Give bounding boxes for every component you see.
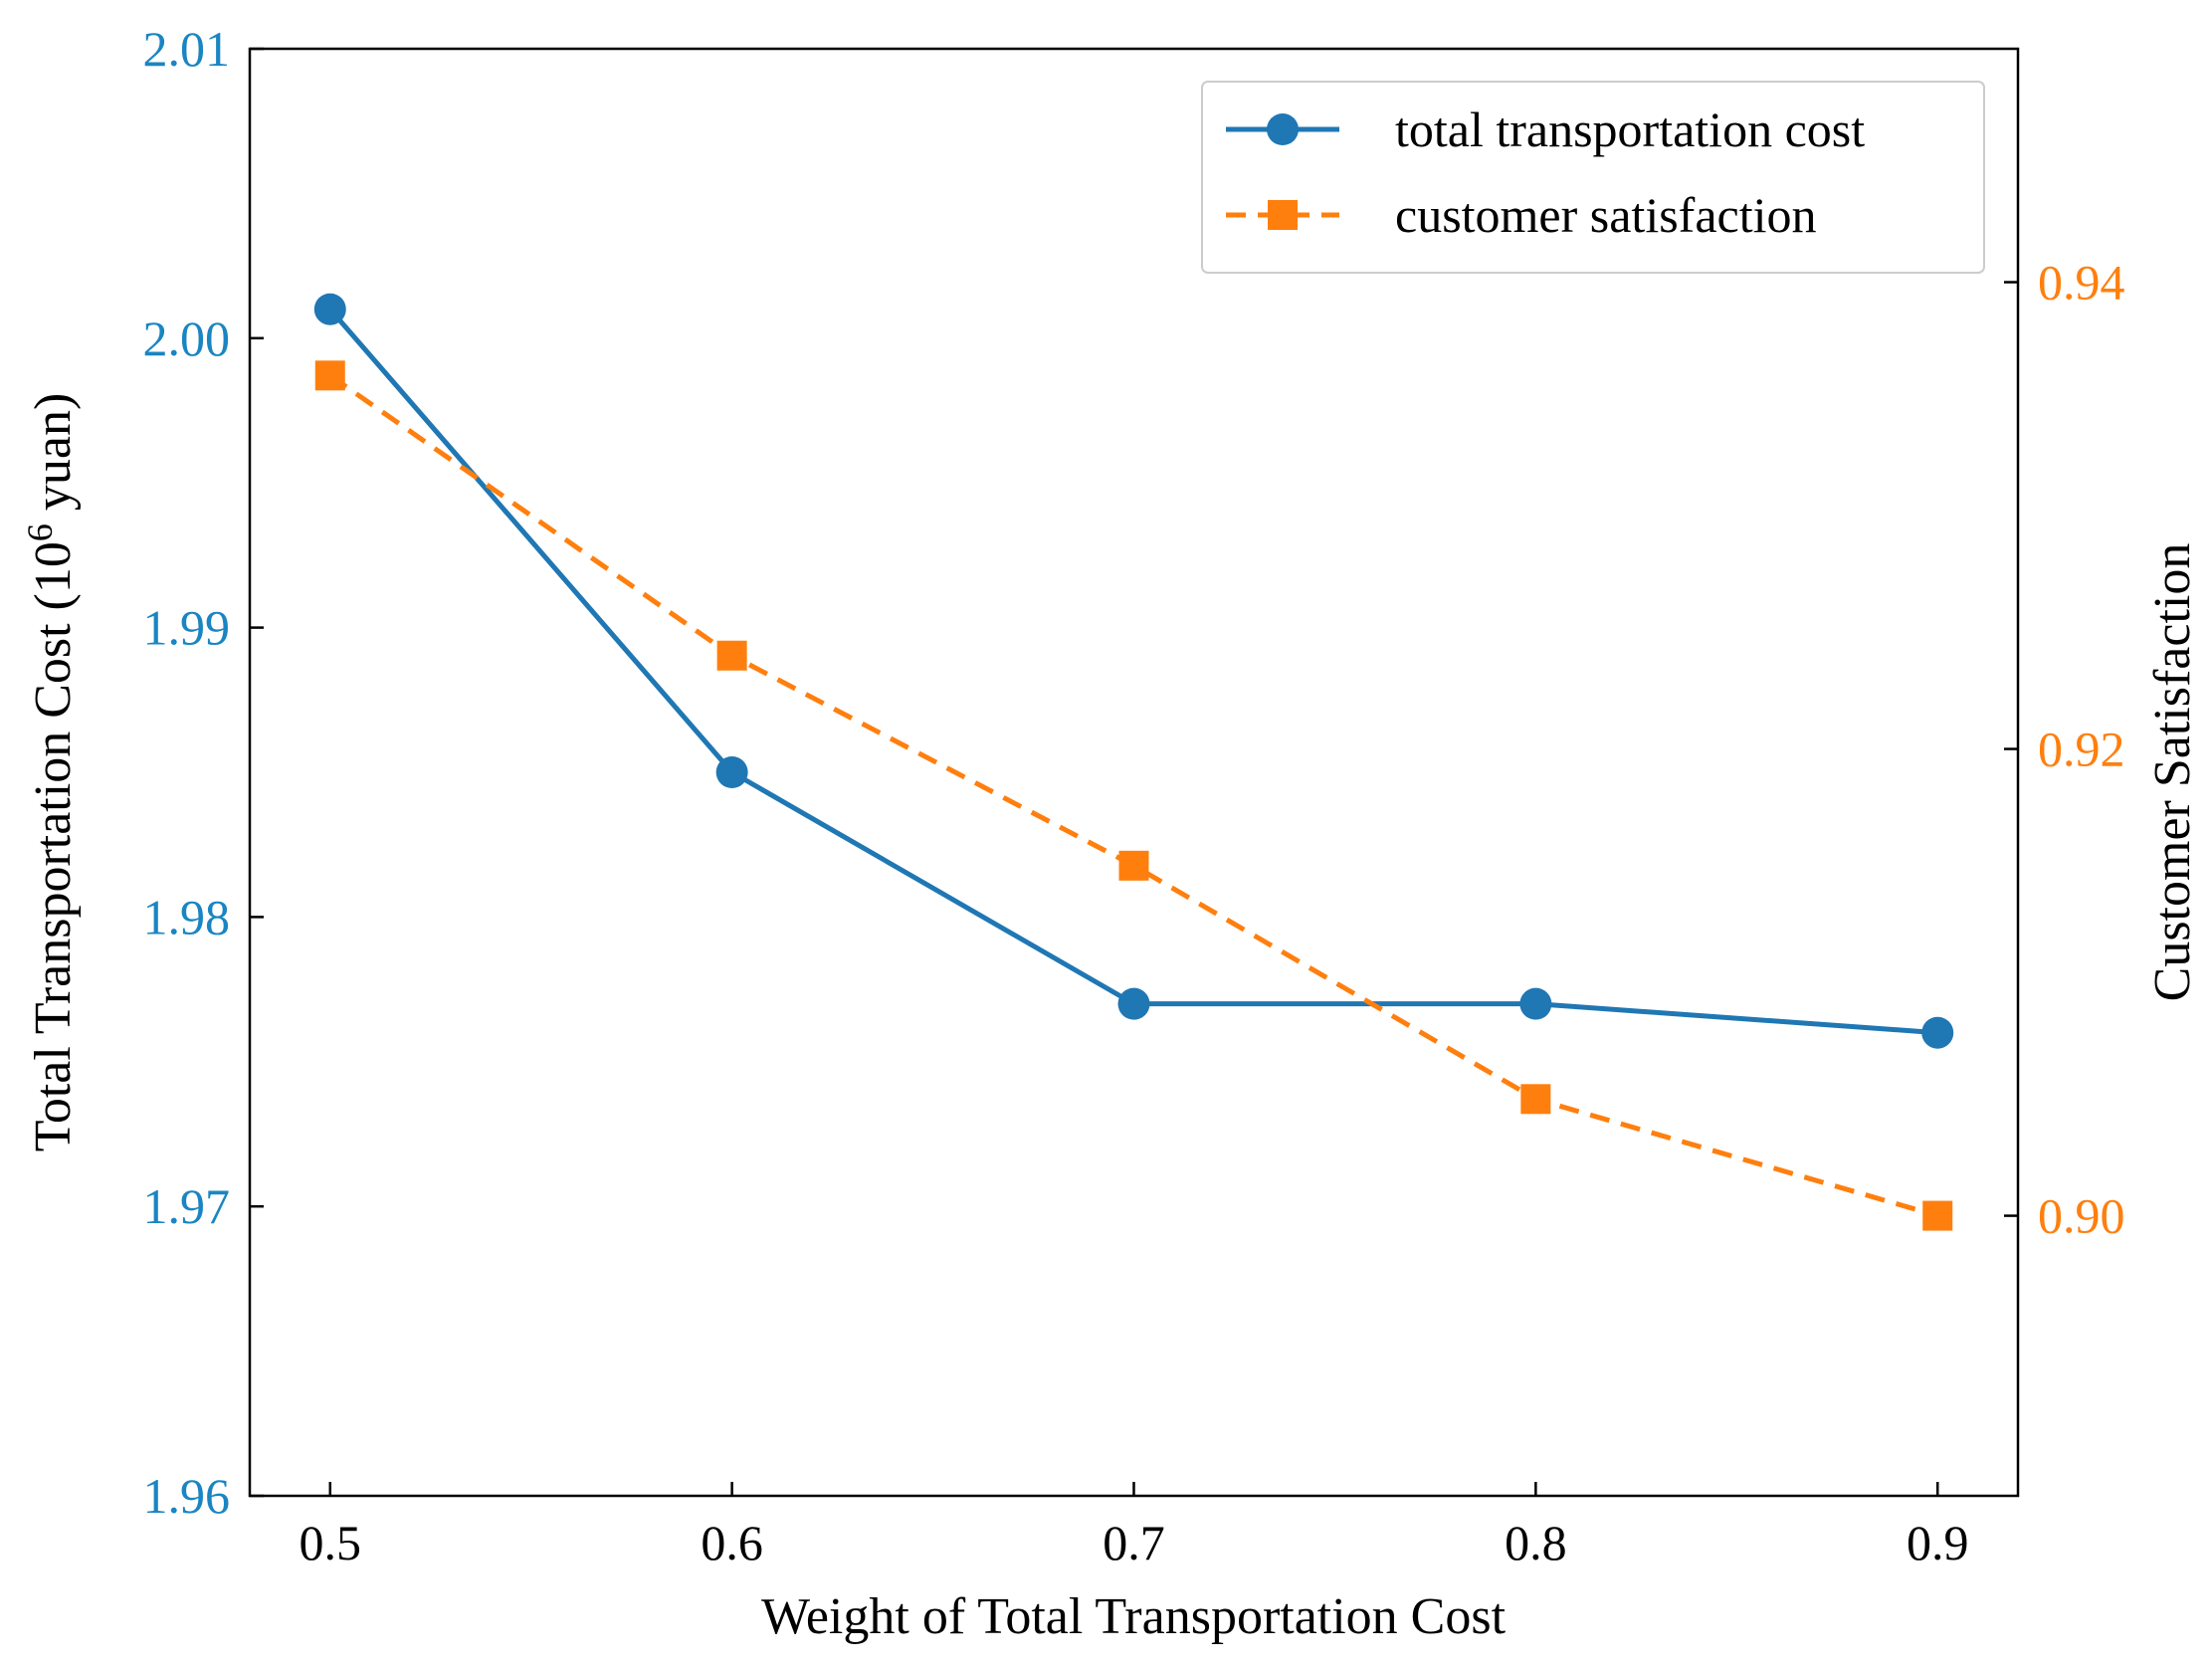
series-2-point	[1922, 1200, 1953, 1231]
y-tick-label-left: 2.00	[143, 311, 231, 366]
series-1-point	[1519, 987, 1552, 1020]
series-2-point	[1118, 850, 1149, 881]
y-tick-label-left: 1.98	[143, 889, 231, 944]
series-1-point	[313, 293, 346, 325]
y-axis-label-left-unit: yuan)	[25, 393, 82, 523]
series-1-point	[715, 756, 748, 788]
chart-marks	[313, 293, 1954, 1231]
y-ticks-right: 0.90 0.92 0.94	[2004, 255, 2125, 1244]
y-tick-label-right: 0.92	[2038, 722, 2125, 777]
y-tick-label-left: 1.97	[143, 1178, 231, 1234]
series-1-point	[1921, 1016, 1954, 1049]
y-axis-label-right: Customer Satisfaction	[2144, 543, 2201, 1002]
y-tick-label-left: 2.01	[143, 21, 231, 77]
x-tick-label: 0.8	[1505, 1515, 1567, 1570]
series-2-point	[1520, 1084, 1551, 1115]
x-axis-label: Weight of Total Transportation Cost	[761, 1588, 1507, 1645]
y-tick-label-right: 0.94	[2038, 255, 2125, 311]
y-tick-label-left: 1.96	[143, 1468, 231, 1524]
y-tick-label-right: 0.90	[2038, 1188, 2125, 1244]
legend-marker-2	[1268, 200, 1298, 230]
series-2-point	[716, 640, 747, 671]
y-ticks-left: 1.96 1.97 1.98 1.99 2.00 2.01	[143, 21, 264, 1524]
x-tick-label: 0.5	[300, 1515, 362, 1570]
legend-marker-1	[1267, 113, 1299, 145]
legend: total transportation cost customer satisf…	[1201, 81, 1985, 274]
series-line-1	[327, 308, 1938, 1036]
y-axis-label-left: Total Transportation Cost (106 yuan)	[20, 393, 82, 1152]
x-tick-label: 0.7	[1103, 1515, 1165, 1570]
legend-frame	[1201, 81, 1985, 274]
series-2-point	[314, 360, 345, 391]
y-axis-label-left-exponent: 6	[20, 523, 60, 541]
x-tick-label: 0.6	[701, 1515, 763, 1570]
x-ticks: 0.5 0.6 0.7 0.8 0.9	[300, 1482, 1969, 1570]
legend-label-2: customer satisfaction	[1395, 187, 1817, 243]
y-axis-label-left-main: Total Transportation Cost (10	[25, 541, 82, 1151]
series-line-2	[328, 373, 1938, 1218]
x-tick-label: 0.9	[1907, 1515, 1969, 1570]
series-1-point	[1117, 987, 1150, 1020]
legend-label-1: total transportation cost	[1395, 102, 1865, 157]
y-tick-label-left: 1.99	[143, 600, 231, 656]
